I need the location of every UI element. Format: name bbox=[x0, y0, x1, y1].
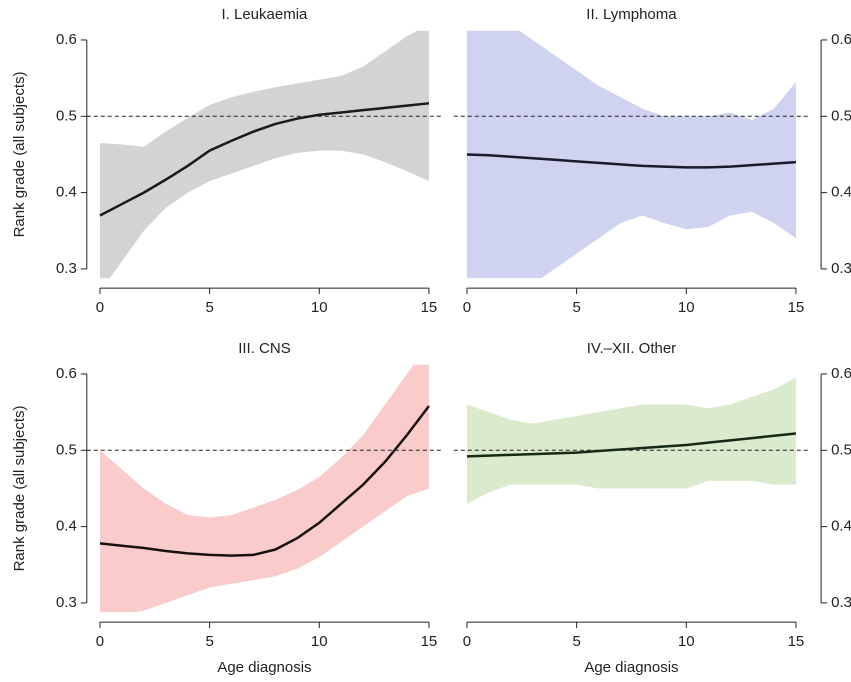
x-tick-label: 15 bbox=[421, 633, 438, 650]
y-tick-label: 0.4 bbox=[56, 184, 77, 201]
x-tick-label: 10 bbox=[311, 633, 328, 650]
x-tick-label: 10 bbox=[678, 633, 695, 650]
x-tick-label: 10 bbox=[678, 299, 695, 316]
y-tick-label: 0.3 bbox=[56, 594, 77, 611]
y-tick-label: 0.4 bbox=[56, 518, 77, 535]
x-tick-label: 5 bbox=[572, 633, 580, 650]
y-tick-label: 0.6 bbox=[831, 365, 851, 382]
fit-line bbox=[99, 102, 430, 217]
y-tick-label: 0.6 bbox=[56, 31, 77, 48]
confidence-band bbox=[466, 30, 796, 279]
x-tick-label: 15 bbox=[788, 633, 805, 650]
y-tick-label: 0.6 bbox=[831, 31, 851, 48]
panel-title: IV.–XII. Other bbox=[587, 340, 677, 357]
y-tick-label: 0.4 bbox=[831, 184, 851, 201]
confidence-band bbox=[99, 364, 429, 613]
x-tick-label: 10 bbox=[311, 299, 328, 316]
y-tick-label: 0.3 bbox=[831, 260, 851, 277]
y-axis-label: Rank grade (all subjects) bbox=[11, 405, 28, 571]
y-tick-label: 0.5 bbox=[831, 107, 851, 124]
y-tick-label: 0.4 bbox=[831, 518, 851, 535]
panel bbox=[86, 30, 443, 279]
panel-title: II. Lymphoma bbox=[586, 6, 677, 23]
x-tick-label: 0 bbox=[463, 633, 471, 650]
fit-line bbox=[99, 405, 430, 557]
x-tick-label: 15 bbox=[788, 299, 805, 316]
y-tick-label: 0.6 bbox=[56, 365, 77, 382]
x-tick-label: 0 bbox=[463, 299, 471, 316]
x-tick-label: 5 bbox=[572, 299, 580, 316]
confidence-band bbox=[99, 30, 429, 279]
panel-title: III. CNS bbox=[238, 340, 291, 357]
y-axis-label: Rank grade (all subjects) bbox=[11, 71, 28, 237]
panel-title: I. Leukaemia bbox=[222, 6, 309, 23]
x-tick-label: 0 bbox=[96, 633, 104, 650]
fit-line bbox=[466, 153, 797, 169]
x-axis-label: Age diagnosis bbox=[217, 659, 311, 676]
confidence-band bbox=[466, 377, 796, 504]
panel bbox=[86, 364, 443, 613]
x-tick-label: 5 bbox=[205, 299, 213, 316]
panel bbox=[453, 377, 810, 504]
y-tick-label: 0.5 bbox=[831, 441, 851, 458]
x-tick-label: 15 bbox=[421, 299, 438, 316]
x-tick-label: 0 bbox=[96, 299, 104, 316]
y-tick-label: 0.5 bbox=[56, 107, 77, 124]
fit-line bbox=[466, 432, 797, 458]
y-tick-label: 0.5 bbox=[56, 441, 77, 458]
panel bbox=[453, 30, 810, 279]
x-axis-label: Age diagnosis bbox=[584, 659, 678, 676]
y-tick-label: 0.3 bbox=[831, 594, 851, 611]
y-tick-label: 0.3 bbox=[56, 260, 77, 277]
x-tick-label: 5 bbox=[205, 633, 213, 650]
